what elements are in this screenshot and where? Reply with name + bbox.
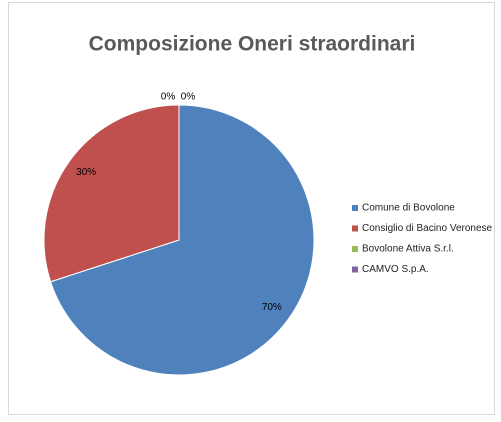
data-label: 30% bbox=[76, 167, 96, 178]
legend-label: CAMVO S.p.A. bbox=[362, 264, 429, 275]
legend-swatch bbox=[352, 266, 358, 273]
legend-swatch bbox=[352, 205, 358, 211]
data-label: 70% bbox=[262, 302, 282, 313]
legend-label: Consiglio di Bacino Veronese bbox=[362, 223, 493, 234]
data-label: 0% bbox=[181, 92, 196, 103]
pie-slice bbox=[43, 104, 180, 283]
legend-swatch bbox=[352, 225, 358, 232]
legend-label: Bovolone Attiva S.r.l. bbox=[362, 244, 454, 255]
data-label: 0% bbox=[161, 92, 176, 103]
chart-title: Composizione Oneri straordinari bbox=[89, 33, 416, 56]
legend-swatch bbox=[352, 246, 358, 252]
pie-slice bbox=[49, 104, 315, 376]
legend-label: Comune di Bovolone bbox=[362, 203, 455, 214]
